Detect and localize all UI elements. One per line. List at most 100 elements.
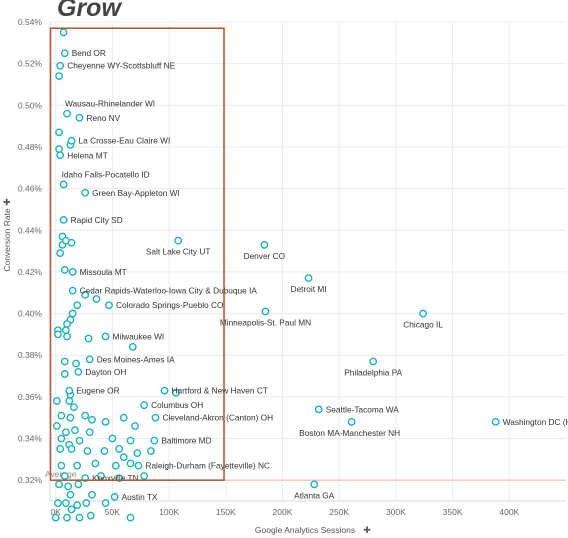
data-point[interactable] bbox=[63, 513, 71, 522]
data-point[interactable] bbox=[52, 397, 61, 405]
data-point[interactable] bbox=[160, 386, 169, 395]
data-point[interactable] bbox=[52, 422, 61, 430]
data-point[interactable] bbox=[81, 188, 90, 197]
data-point[interactable] bbox=[63, 320, 71, 328]
data-point[interactable] bbox=[67, 505, 76, 514]
data-point[interactable] bbox=[81, 290, 90, 299]
data-point[interactable] bbox=[73, 461, 82, 470]
data-point[interactable] bbox=[126, 513, 135, 522]
data-point[interactable] bbox=[91, 459, 100, 468]
data-point[interactable] bbox=[314, 405, 323, 414]
data-point[interactable] bbox=[134, 461, 143, 470]
data-point[interactable] bbox=[97, 472, 105, 480]
data-point[interactable] bbox=[171, 388, 180, 397]
data-point[interactable] bbox=[54, 499, 62, 507]
data-point[interactable] bbox=[150, 436, 159, 445]
data-point[interactable] bbox=[68, 286, 77, 295]
data-point[interactable] bbox=[105, 301, 113, 310]
data-point[interactable] bbox=[57, 434, 66, 443]
data-point[interactable] bbox=[71, 426, 79, 435]
data-point[interactable] bbox=[56, 445, 65, 453]
data-point[interactable] bbox=[67, 238, 76, 247]
data-point[interactable] bbox=[110, 492, 119, 501]
data-point[interactable] bbox=[64, 482, 73, 491]
data-point[interactable] bbox=[60, 49, 69, 58]
data-point[interactable] bbox=[88, 415, 96, 424]
data-point[interactable] bbox=[73, 501, 82, 510]
data-point[interactable] bbox=[86, 511, 95, 520]
data-point[interactable] bbox=[61, 499, 70, 507]
data-point[interactable] bbox=[68, 309, 77, 318]
data-point[interactable] bbox=[84, 334, 93, 343]
data-point[interactable] bbox=[61, 326, 70, 335]
data-point[interactable] bbox=[75, 113, 84, 122]
data-point[interactable] bbox=[63, 332, 71, 341]
data-point[interactable] bbox=[126, 459, 135, 468]
data-point[interactable] bbox=[83, 447, 92, 455]
data-point[interactable] bbox=[174, 236, 183, 245]
data-point[interactable] bbox=[81, 411, 90, 420]
data-point[interactable] bbox=[55, 128, 63, 137]
data-point[interactable] bbox=[369, 357, 378, 366]
data-point[interactable] bbox=[66, 413, 75, 422]
data-point[interactable] bbox=[108, 434, 117, 443]
data-point[interactable] bbox=[115, 445, 124, 453]
data-point[interactable] bbox=[73, 301, 82, 310]
data-point[interactable] bbox=[65, 386, 74, 395]
data-point[interactable] bbox=[54, 330, 62, 339]
data-point[interactable] bbox=[128, 342, 137, 351]
data-point[interactable] bbox=[92, 295, 101, 303]
data-point[interactable] bbox=[74, 367, 83, 376]
data-point[interactable] bbox=[60, 370, 69, 378]
data-point[interactable] bbox=[59, 28, 68, 37]
data-point[interactable] bbox=[65, 397, 74, 405]
data-point[interactable] bbox=[56, 61, 65, 70]
data-point[interactable] bbox=[140, 401, 149, 410]
data-point[interactable] bbox=[59, 180, 68, 189]
data-point[interactable] bbox=[101, 499, 110, 507]
data-point[interactable] bbox=[56, 151, 65, 160]
data-point[interactable] bbox=[88, 490, 96, 499]
data-point[interactable] bbox=[57, 461, 66, 470]
data-point[interactable] bbox=[75, 513, 84, 522]
pin-icon[interactable]: ✚ bbox=[363, 525, 371, 535]
data-point[interactable] bbox=[67, 445, 76, 453]
data-point[interactable] bbox=[260, 240, 269, 249]
data-point[interactable] bbox=[419, 309, 428, 318]
data-point[interactable] bbox=[85, 428, 94, 437]
data-point[interactable] bbox=[347, 417, 356, 426]
data-point[interactable] bbox=[66, 490, 75, 499]
data-point[interactable] bbox=[261, 307, 270, 316]
data-point[interactable] bbox=[55, 72, 63, 81]
data-point[interactable] bbox=[101, 332, 110, 341]
data-point[interactable] bbox=[75, 436, 84, 445]
data-point[interactable] bbox=[60, 472, 69, 480]
data-point[interactable] bbox=[491, 417, 500, 426]
data-point[interactable] bbox=[55, 480, 63, 489]
data-point[interactable] bbox=[133, 449, 142, 457]
data-point[interactable] bbox=[147, 447, 155, 455]
data-point[interactable] bbox=[51, 513, 60, 522]
data-point[interactable] bbox=[111, 461, 120, 470]
data-point[interactable] bbox=[304, 274, 313, 283]
data-point[interactable] bbox=[74, 480, 83, 489]
data-point[interactable] bbox=[85, 355, 94, 364]
data-point[interactable] bbox=[63, 109, 71, 118]
pin-icon[interactable]: ✚ bbox=[2, 198, 12, 206]
data-point[interactable] bbox=[69, 403, 78, 412]
data-point[interactable] bbox=[126, 436, 135, 445]
data-point[interactable] bbox=[57, 411, 66, 420]
data-point[interactable] bbox=[59, 215, 68, 224]
data-point[interactable] bbox=[67, 136, 76, 145]
data-point[interactable] bbox=[72, 359, 80, 368]
data-point[interactable] bbox=[119, 453, 128, 462]
data-point[interactable] bbox=[100, 447, 109, 455]
data-point[interactable] bbox=[55, 145, 63, 153]
data-point[interactable] bbox=[68, 268, 77, 276]
data-point[interactable] bbox=[131, 422, 139, 430]
data-point[interactable] bbox=[101, 417, 110, 426]
data-point[interactable] bbox=[119, 413, 128, 422]
data-point[interactable] bbox=[60, 357, 69, 366]
data-point[interactable] bbox=[82, 499, 91, 507]
data-point[interactable] bbox=[61, 428, 70, 437]
